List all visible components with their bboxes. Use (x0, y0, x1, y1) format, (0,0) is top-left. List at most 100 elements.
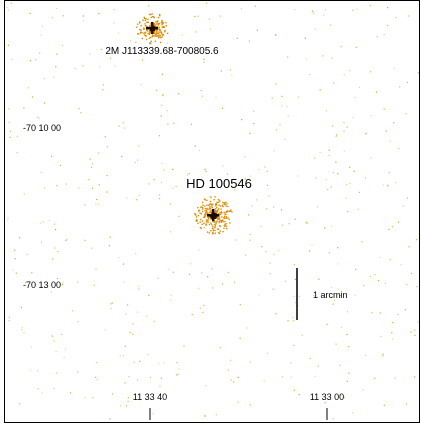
source-photon (156, 29, 158, 31)
photon-event (305, 58, 307, 60)
source-photon (218, 208, 220, 210)
photon-event (404, 309, 406, 311)
source-photon (225, 223, 227, 225)
source-photon (218, 232, 221, 235)
source-photon (223, 215, 226, 217)
source-photon (157, 20, 159, 22)
photon-event (353, 170, 355, 172)
photon-event (93, 284, 95, 286)
source-photon (199, 218, 202, 221)
photon-event (391, 226, 394, 228)
photon-event (364, 133, 367, 135)
source-photon (206, 199, 208, 202)
photon-event (44, 187, 46, 189)
source-photon (205, 224, 207, 226)
photon-event (55, 66, 57, 68)
photon-event (54, 229, 57, 231)
photon-event (61, 333, 63, 336)
source-photon (223, 217, 225, 219)
source-photon (163, 26, 165, 28)
source-photon (165, 21, 167, 24)
photon-event (169, 231, 172, 233)
photon-event (369, 275, 372, 278)
photon-event (18, 403, 21, 405)
source-photon (218, 217, 221, 219)
photon-event (405, 113, 407, 115)
photon-event (314, 157, 316, 159)
photon-event (126, 197, 128, 199)
photon-event (328, 149, 330, 151)
photon-event (318, 278, 320, 280)
photon-event (293, 344, 295, 346)
photon-event (90, 166, 93, 168)
photon-event (294, 278, 296, 280)
source-photon (211, 220, 214, 222)
photon-event (53, 76, 55, 78)
source-photon (225, 211, 227, 213)
photon-event (188, 173, 190, 175)
photon-event (379, 312, 381, 314)
source-photon (154, 23, 156, 26)
photon-event (176, 374, 178, 376)
photon-event (168, 268, 170, 270)
source-photon (161, 24, 163, 26)
photon-event (330, 186, 332, 188)
source-photon (139, 28, 141, 31)
photon-event (172, 168, 174, 170)
source-photon (219, 205, 222, 207)
photon-event (118, 257, 120, 259)
photon-event (200, 90, 202, 92)
source-photon (195, 214, 197, 216)
photon-event (122, 263, 125, 265)
photon-event (124, 345, 126, 347)
photon-event (405, 403, 408, 405)
source-photon (150, 16, 152, 19)
photon-event (129, 40, 131, 42)
source-photon (155, 33, 157, 36)
source-photon (139, 21, 141, 24)
photon-event (343, 74, 345, 76)
source-photon (202, 208, 204, 210)
source-photon (218, 221, 220, 224)
source-photon (153, 29, 156, 31)
source-photon (155, 35, 158, 37)
photon-event (190, 263, 192, 265)
photon-event (356, 8, 358, 10)
source-photon (224, 223, 226, 225)
photon-event (153, 320, 155, 322)
source-photon (211, 206, 213, 209)
source-photon (201, 223, 203, 225)
photon-event (162, 94, 164, 96)
photon-event (284, 280, 286, 282)
photon-event (273, 254, 275, 256)
photon-event (16, 135, 18, 137)
photon-event (169, 203, 172, 205)
source-2m-j113339 (136, 13, 169, 45)
photon-event (383, 108, 385, 110)
source-photon (144, 23, 146, 25)
photon-event (198, 149, 201, 152)
source-core (151, 22, 154, 34)
photon-event (54, 223, 56, 225)
source-photon (160, 37, 162, 39)
source-photon (204, 215, 206, 217)
photon-event (163, 362, 165, 364)
photon-event (388, 228, 390, 231)
source-photon (153, 16, 155, 18)
source-photon (205, 219, 208, 221)
source-photon (217, 217, 219, 219)
photon-event (315, 177, 317, 179)
source-photon (145, 18, 147, 20)
photon-event (122, 122, 124, 124)
source-photon (222, 221, 224, 223)
photon-event (249, 233, 251, 235)
photon-event (147, 354, 149, 356)
photon-event (114, 65, 116, 67)
source-photon (225, 216, 227, 218)
photon-event (237, 401, 239, 403)
source-photon (202, 207, 204, 209)
source-photon (149, 32, 151, 34)
photon-event (7, 9, 9, 11)
photon-event (290, 376, 292, 378)
photon-event (62, 15, 64, 17)
